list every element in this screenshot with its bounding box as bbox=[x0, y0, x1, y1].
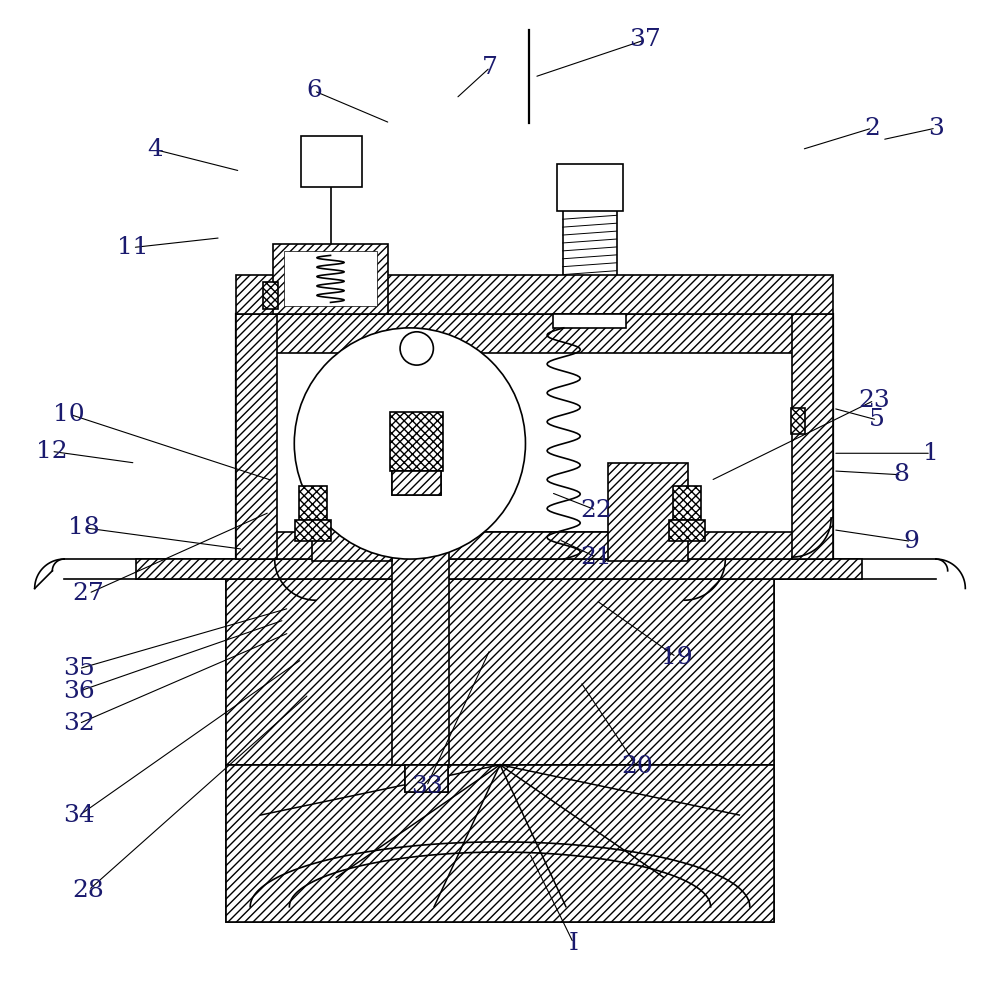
Text: 35: 35 bbox=[63, 657, 95, 680]
Bar bbox=[263, 282, 278, 309]
Bar bbox=[301, 136, 362, 186]
Text: 10: 10 bbox=[53, 402, 85, 426]
Bar bbox=[299, 486, 327, 520]
Bar bbox=[226, 765, 774, 921]
Bar bbox=[791, 408, 805, 434]
Text: 2: 2 bbox=[864, 117, 880, 139]
Text: 11: 11 bbox=[117, 236, 148, 259]
Bar bbox=[236, 275, 833, 314]
Bar bbox=[673, 486, 701, 520]
Bar bbox=[236, 314, 833, 559]
Bar bbox=[405, 765, 448, 793]
Text: 18: 18 bbox=[68, 516, 99, 540]
Bar bbox=[284, 251, 377, 306]
Bar bbox=[392, 495, 449, 765]
Bar bbox=[392, 471, 441, 495]
Text: 33: 33 bbox=[411, 775, 442, 798]
Text: 36: 36 bbox=[63, 680, 95, 702]
Text: 3: 3 bbox=[928, 117, 944, 139]
Text: 4: 4 bbox=[147, 138, 163, 161]
Text: 23: 23 bbox=[858, 388, 890, 412]
Text: 1: 1 bbox=[923, 441, 939, 465]
Text: 9: 9 bbox=[903, 530, 919, 553]
Text: 8: 8 bbox=[894, 463, 910, 487]
Text: 12: 12 bbox=[36, 439, 67, 463]
Text: 37: 37 bbox=[629, 28, 661, 51]
Text: 19: 19 bbox=[661, 645, 692, 668]
Text: 22: 22 bbox=[580, 498, 612, 522]
Text: I: I bbox=[569, 932, 578, 955]
Bar bbox=[312, 463, 392, 561]
Text: 27: 27 bbox=[73, 582, 104, 605]
Bar bbox=[226, 579, 774, 765]
Circle shape bbox=[294, 328, 525, 559]
Bar bbox=[226, 765, 774, 921]
Circle shape bbox=[400, 332, 433, 365]
Text: 32: 32 bbox=[63, 712, 95, 735]
Bar bbox=[669, 520, 705, 542]
Bar bbox=[295, 520, 331, 542]
Text: 6: 6 bbox=[306, 79, 322, 102]
Bar bbox=[226, 579, 774, 765]
Bar bbox=[557, 164, 623, 211]
Text: 28: 28 bbox=[73, 879, 104, 902]
Bar bbox=[236, 314, 833, 353]
Bar bbox=[390, 412, 443, 471]
Bar bbox=[273, 243, 388, 314]
Bar bbox=[392, 471, 441, 495]
Bar bbox=[136, 559, 862, 579]
Text: 20: 20 bbox=[621, 755, 653, 778]
Text: 21: 21 bbox=[580, 545, 612, 569]
Bar bbox=[236, 314, 277, 559]
Text: 34: 34 bbox=[63, 804, 95, 827]
Bar bbox=[608, 463, 688, 561]
Bar bbox=[553, 314, 626, 328]
Bar bbox=[792, 314, 833, 559]
Bar bbox=[236, 532, 833, 559]
Text: 7: 7 bbox=[482, 56, 498, 78]
Text: 5: 5 bbox=[869, 408, 885, 432]
Bar bbox=[405, 765, 448, 793]
